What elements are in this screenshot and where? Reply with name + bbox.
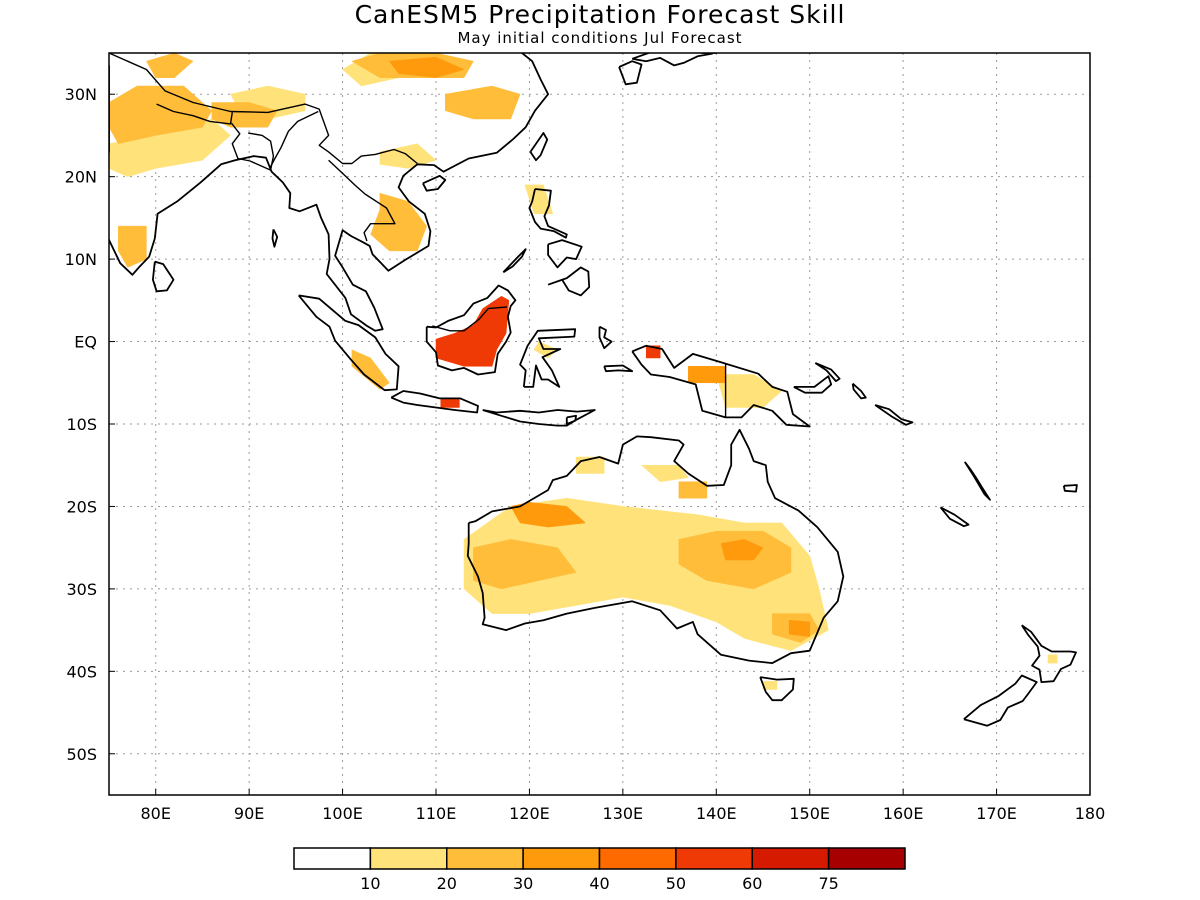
country-borders	[109, 53, 727, 417]
skill-region-pilbara	[510, 502, 586, 528]
lat-tick-label: 50S	[66, 745, 97, 764]
map-subtitle: May initial conditions Jul Forecast	[457, 29, 743, 47]
coastline-borneo	[425, 284, 517, 376]
coastline-japan-honshu	[631, 53, 718, 67]
coastline-mindanao	[547, 266, 591, 297]
coastline-new-caledonia	[939, 506, 970, 528]
skill-region-nsw-core	[788, 619, 810, 637]
skill-region-carpentaria	[678, 481, 708, 499]
coastline-australia	[466, 428, 845, 664]
coastline-new-guinea	[631, 344, 811, 428]
lon-tick-label: 150E	[789, 804, 830, 823]
skill-region-nz-north-island	[1047, 654, 1058, 664]
skill-region-queensland-core	[720, 539, 764, 561]
colorbar-label: 50	[666, 874, 686, 893]
axis-ticks: 80E 90E 100E 110E 120E 130E 140E 150E 160E 170E 18…	[65, 85, 1106, 823]
lon-tick-label: 170E	[976, 804, 1017, 823]
coastline-taiwan	[529, 132, 549, 162]
skill-region-northwest-india	[109, 85, 213, 144]
coastline-bay-of-bengal-islands	[271, 228, 279, 248]
skill-region-southwest-india	[118, 225, 147, 268]
lat-tick-label: EQ	[74, 333, 97, 352]
lat-tick-label: 10N	[65, 250, 97, 269]
lat-tick-label: 10S	[66, 415, 97, 434]
coastline-sumba-timor-small	[565, 414, 577, 425]
coastline-solomon-islands	[874, 404, 914, 426]
border-india-china	[109, 53, 418, 165]
border-indochina	[328, 159, 396, 242]
lon-tick-label: 120E	[509, 804, 550, 823]
skill-region-himalaya-west	[146, 53, 194, 78]
map-title: CanESM5 Precipitation Forecast Skill	[354, 0, 846, 29]
lon-tick-label: 100E	[322, 804, 363, 823]
skill-region-java-east	[440, 399, 460, 408]
skill-region-new-guinea-south	[688, 366, 726, 384]
colorbar-box	[446, 847, 524, 870]
lon-tick-label: 110E	[416, 804, 457, 823]
colorbar-label: 20	[437, 874, 457, 893]
coastline-hainan	[422, 174, 447, 192]
skill-region-wa-interior	[473, 539, 577, 590]
coastline-north-island-nz	[1021, 624, 1077, 683]
colorbar-label: 30	[513, 874, 533, 893]
skill-region-new-guinea-east	[716, 374, 782, 408]
colorbar-box	[598, 847, 677, 870]
border-bangladesh	[230, 122, 275, 171]
skill-region-sumatra-south	[351, 349, 390, 390]
lon-tick-label: 180	[1075, 804, 1106, 823]
coastline-japan-kyushu	[618, 60, 643, 86]
coastline-java	[390, 390, 479, 414]
coastline-palawan	[502, 248, 527, 274]
skill-region-central-china-core	[389, 56, 465, 78]
coastline-sri-lanka	[151, 260, 175, 293]
colorbar-box	[293, 847, 372, 870]
coastline-seram	[603, 364, 634, 373]
colorbar-box	[827, 847, 906, 870]
colorbar-box	[751, 847, 830, 870]
colorbar-label: 60	[742, 874, 762, 893]
coastline-tasmania	[759, 676, 795, 702]
border-malaysia-indonesia-borneo	[432, 306, 508, 332]
colorbar-box	[522, 847, 601, 870]
coastline-luzon	[528, 188, 568, 239]
coastline-sumatra	[298, 294, 400, 392]
coastline-sulawesi	[519, 328, 577, 388]
coastline-new-britain	[793, 375, 833, 394]
colorbar-box	[369, 847, 448, 870]
coastlines	[109, 53, 1078, 727]
skill-region-yangtze	[445, 85, 521, 120]
skill-shading	[109, 53, 1058, 690]
coastline-halmahera	[598, 325, 613, 350]
colorbar-label: 40	[589, 874, 609, 893]
lat-tick-label: 20S	[66, 497, 97, 516]
colorbar-label: 75	[818, 874, 838, 893]
skill-region-nt-coast	[641, 464, 689, 482]
coastline-bougainville	[851, 382, 867, 400]
lat-tick-label: 30S	[66, 580, 97, 599]
coastline-lesser-sundas	[482, 409, 596, 427]
lat-tick-label: 20N	[65, 168, 97, 187]
lat-tick-label: 40S	[66, 662, 97, 681]
coastline-vanuatu	[964, 461, 991, 501]
coastline-fiji	[1062, 484, 1078, 493]
border-nepal	[156, 103, 233, 125]
colorbar: 10 20 30 40 50 60 75	[293, 847, 906, 893]
skill-region-vietnam-laos	[370, 192, 427, 252]
lon-tick-label: 130E	[603, 804, 644, 823]
colorbar-label: 10	[360, 874, 380, 893]
coastline-asia-mainland	[109, 53, 549, 332]
lon-tick-label: 140E	[696, 804, 737, 823]
coastline-visayas	[547, 239, 583, 269]
skill-region-himalaya-foothills	[211, 102, 278, 128]
coastline-new-ireland	[814, 362, 841, 383]
lon-tick-label: 90E	[234, 804, 264, 823]
lon-tick-label: 160E	[883, 804, 924, 823]
colorbar-box	[675, 847, 754, 870]
lat-tick-label: 30N	[65, 85, 97, 104]
coastline-south-island-nz	[963, 674, 1038, 727]
lon-tick-label: 80E	[140, 804, 170, 823]
border-myanmar-india	[269, 110, 319, 169]
